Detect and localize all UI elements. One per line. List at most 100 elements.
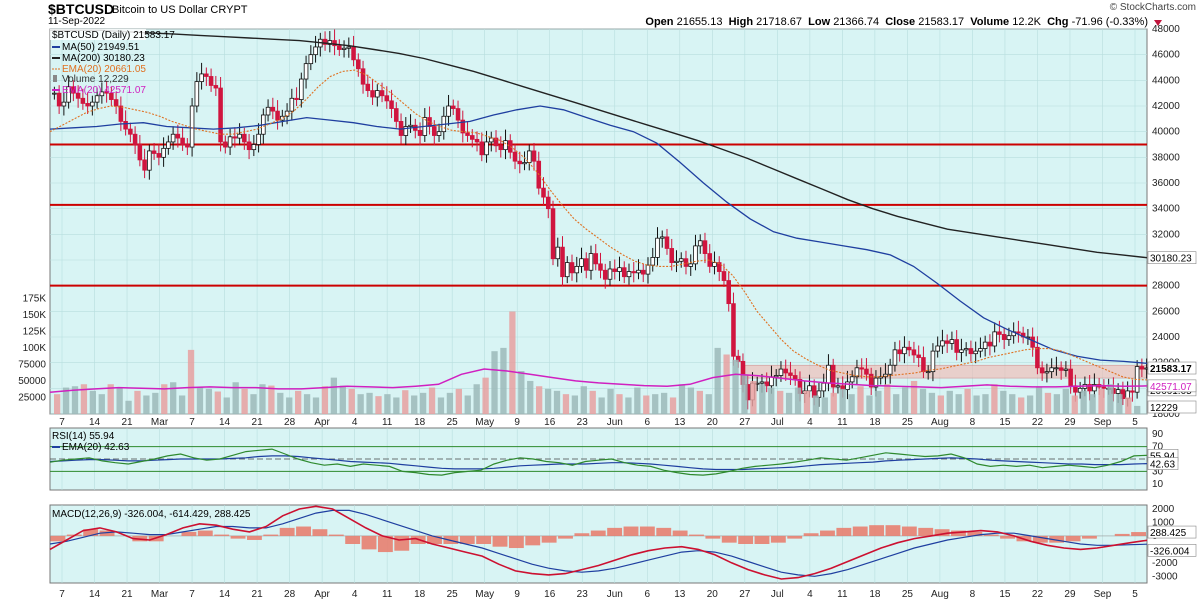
x-tick-label: Jun (607, 589, 623, 600)
value-tag-label: 21583.17 (1150, 364, 1192, 375)
candle-body (389, 100, 394, 109)
volume-bar (1062, 388, 1069, 414)
x-tick-label: 16 (544, 417, 556, 428)
macd-histogram-bar (1000, 535, 1016, 539)
candle-body (446, 105, 451, 117)
candle-body (185, 144, 190, 148)
volume-bar (634, 387, 641, 414)
candle-body (792, 375, 798, 380)
candle-body (351, 46, 356, 61)
volume-bar (660, 392, 668, 414)
volume-bar (393, 397, 400, 414)
candle-body (113, 99, 119, 107)
x-tick-label: 22 (1032, 417, 1044, 428)
rsi-tag-label: 55.94 (1150, 451, 1175, 462)
ohlc-readout: Open 21655.13 High 21718.67 Low 21366.74… (645, 16, 1148, 28)
candle-body (1115, 389, 1121, 394)
macd-histogram-bar (607, 527, 623, 536)
candle-body (218, 87, 223, 143)
volume-bar (910, 380, 918, 414)
x-tick-label: May (475, 589, 494, 600)
macd-tag-label: 288.425 (1150, 528, 1187, 539)
volume-bar (366, 392, 373, 414)
volume-bar (491, 351, 498, 414)
candle-body (237, 133, 242, 139)
x-tick-label: 23 (577, 417, 589, 428)
x-tick-label: 14 (219, 589, 231, 600)
candle-body (109, 92, 114, 100)
candle-body (147, 150, 152, 171)
volume-bar (580, 386, 587, 414)
x-tick-label: 28 (284, 589, 296, 600)
x-tick-label: 7 (59, 417, 65, 428)
candle-body (1016, 331, 1021, 334)
axis-labels: 7 7 14 14 21 21 Mar Mar 7 7 14 14 21 21 28 28 Apr Apr 4 4 11… (18, 24, 1197, 600)
candle-body (303, 63, 309, 80)
y-tick-label: 48000 (1152, 24, 1180, 35)
volume-bar (955, 394, 962, 414)
macd-histogram-bar (230, 535, 246, 539)
x-tick-label: Jul (771, 417, 784, 428)
x-tick-label: Apr (314, 589, 330, 600)
x-tick-label: 4 (807, 417, 813, 428)
volume-bar (116, 387, 123, 414)
volume-bar (812, 395, 820, 414)
candle-body (104, 91, 109, 94)
candle-body (935, 345, 940, 352)
volume-bar (339, 385, 346, 414)
y-tick-label: 26000 (1152, 306, 1180, 317)
candle-body (759, 381, 765, 384)
y-tick-label: 34000 (1152, 204, 1180, 215)
x-tick-label: 8 (970, 417, 976, 428)
x-tick-label: 13 (674, 417, 686, 428)
rsi-line (49, 448, 1148, 476)
candle-body (949, 339, 955, 344)
volume-bar (98, 394, 105, 414)
rsi-tick-label: 10 (1152, 479, 1164, 490)
candle-body (612, 268, 618, 272)
candle-body (175, 133, 181, 139)
legend-macd: MACD(12,26,9) -326.004, -614.429, 288.42… (52, 509, 251, 520)
x-tick-label: Aug (931, 417, 949, 428)
x-tick-label: 20 (707, 417, 719, 428)
volume-bar (982, 394, 989, 414)
volume-bar (384, 394, 391, 414)
candle-body (987, 341, 993, 347)
candle-body (270, 106, 276, 112)
candle-body (417, 129, 423, 136)
macd-histogram-bar (279, 527, 295, 536)
candle-body (85, 103, 90, 107)
macd-histogram-bar (1049, 535, 1065, 543)
volume-bar (402, 390, 409, 414)
macd-panel-bg (49, 504, 1148, 584)
candle-body (1120, 389, 1126, 400)
candle-body (470, 135, 475, 140)
volume-bar (750, 380, 757, 414)
volume-bar (62, 387, 70, 414)
macd-histogram-bar (721, 535, 737, 543)
candle-body (764, 381, 769, 387)
volume-tick-label: 175K (23, 293, 47, 304)
x-tick-label: 15 (999, 589, 1011, 600)
candle-body (251, 144, 257, 151)
volume-bar (830, 392, 837, 414)
x-tick-label: 25 (902, 589, 914, 600)
candle-body (394, 108, 399, 122)
volume-tick-label: 100K (23, 343, 47, 354)
x-tick-label: 23 (577, 589, 589, 600)
volume-bar (1044, 392, 1052, 414)
candle-body (702, 240, 708, 254)
x-tick-label: 6 (644, 417, 650, 428)
candle-body (1130, 390, 1135, 393)
candle-body (360, 68, 366, 85)
candle-body (963, 348, 969, 351)
candle-body (569, 262, 575, 274)
candle-body (166, 141, 171, 149)
macd-histogram-bar (803, 533, 819, 536)
x-tick-label: 18 (869, 417, 881, 428)
candle-body (845, 381, 850, 391)
volume-bar (696, 390, 703, 414)
candle-body (940, 340, 945, 347)
candle-body (517, 160, 523, 165)
